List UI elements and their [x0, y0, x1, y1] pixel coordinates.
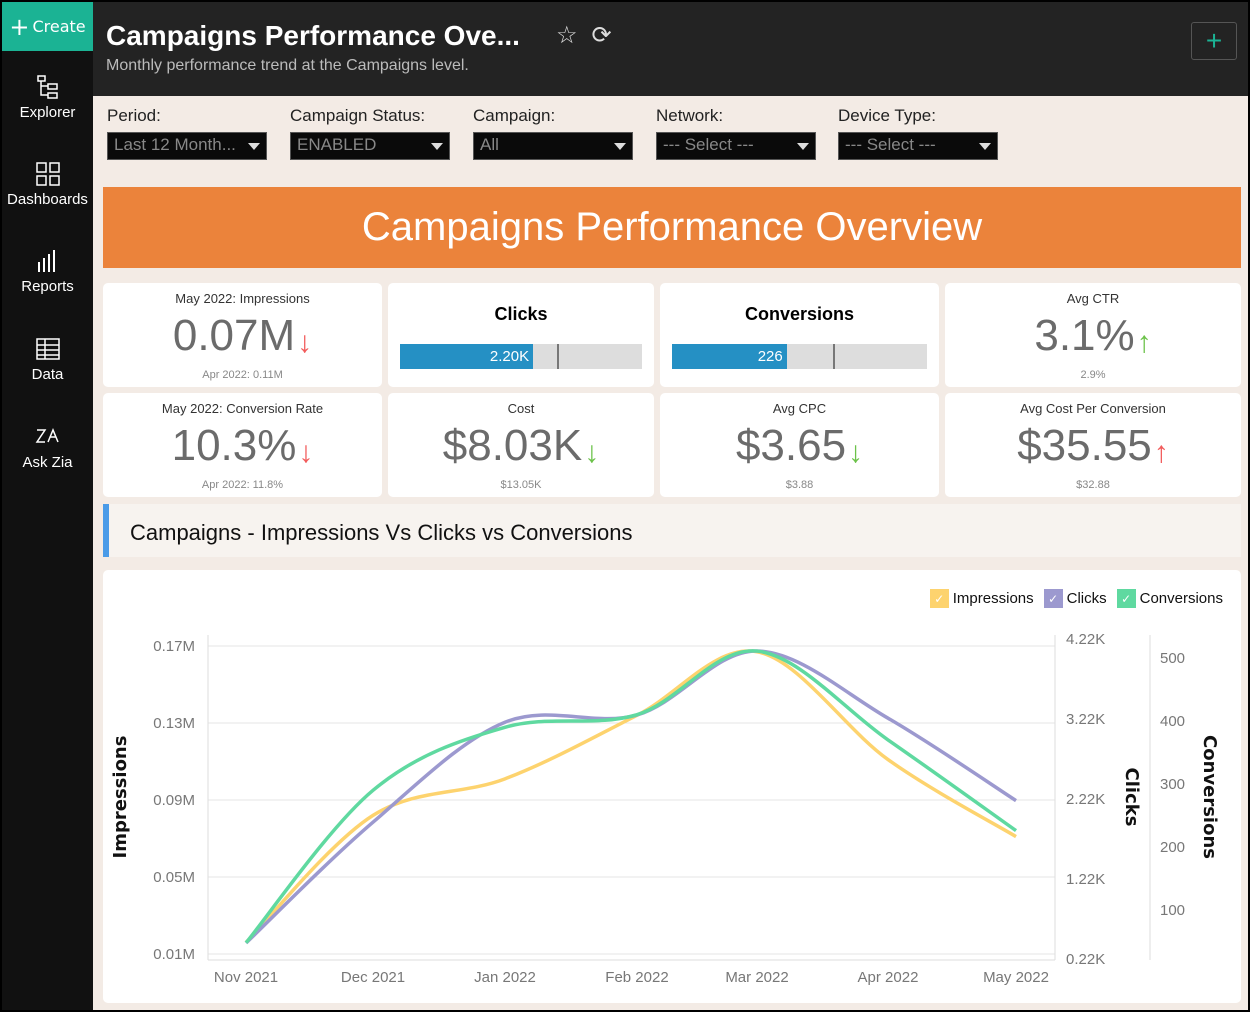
clicks-tick-label: 3.22K [1066, 711, 1105, 728]
page-title: Campaigns Performance Ove... [106, 20, 520, 51]
filter-device-type: Device Type: --- Select --- [838, 106, 998, 160]
clicks-bullet-bar: 2.20K [400, 344, 642, 369]
check-icon: ✓ [929, 589, 949, 608]
kpi-conversion-rate[interactable]: May 2022: Conversion Rate 10.3%↓ Apr 202… [103, 393, 382, 497]
create-button[interactable]: + Create [2, 2, 93, 51]
arrow-down-icon: ↓ [297, 326, 313, 359]
arrow-down-icon: ↓ [848, 436, 864, 469]
reports-icon [37, 250, 55, 272]
refresh-icon[interactable]: ⟳ [591, 22, 612, 49]
clicks-tick-label: 2.22K [1066, 791, 1105, 808]
conversions-axis-title: Conversions [1199, 735, 1220, 859]
kpi-clicks[interactable]: Clicks 2.20K [388, 283, 654, 387]
kpi-conversions[interactable]: Conversions 226 [660, 283, 939, 387]
conversions-tick-label: 300 [1160, 776, 1185, 793]
clicks-tick-label: 1.22K [1066, 871, 1105, 888]
campaign-status-select[interactable]: ENABLED [290, 132, 450, 160]
clicks-tick-label: 0.22K [1066, 951, 1105, 968]
arrow-up-icon: ↑ [1153, 436, 1169, 469]
legend-impressions[interactable]: ✓ Impressions [929, 589, 1034, 608]
arrow-up-icon: ↑ [1136, 326, 1152, 359]
x-tick-label: Nov 2021 [214, 969, 278, 986]
kpi-avg-cpc[interactable]: Avg CPC $3.65↓ $3.88 [660, 393, 939, 497]
sidebar-item-reports[interactable]: Reports [2, 248, 93, 295]
sidebar: + Create Explorer Dashboards Reports Data… [2, 2, 93, 1010]
dropdown-arrow-icon [979, 143, 991, 150]
kpi-avg-cost-per-conversion[interactable]: Avg Cost Per Conversion $35.55↑ $32.88 [945, 393, 1241, 497]
series-line-clicks [244, 649, 1017, 945]
series-line-conversions [244, 649, 1018, 944]
conversions-tick-label: 200 [1160, 839, 1185, 856]
filter-campaign-status: Campaign Status: ENABLED [290, 106, 450, 160]
line-chart: 0.01M 0.05M 0.09M 0.13M 0.17M 0.22K 1.22K 2.22K… [103, 570, 1241, 1003]
x-tick-label: Jan 2022 [474, 969, 536, 986]
chart-legend: ✓ Impressions ✓ Clicks ✓ Conversions [929, 589, 1223, 608]
data-table-icon [35, 338, 60, 360]
section-title: Campaigns - Impressions Vs Clicks vs Con… [103, 504, 1241, 557]
y-tick-label: 0.09M [153, 792, 195, 809]
chart-svg: 0.01M 0.05M 0.09M 0.13M 0.17M 0.22K 1.22K 2.22K… [110, 631, 1220, 986]
title-row: Campaigns Performance Ove... ☆ ⟳ [106, 18, 612, 54]
dropdown-arrow-icon [614, 143, 626, 150]
dropdown-arrow-icon [431, 143, 443, 150]
sidebar-item-ask-zia[interactable]: Ask Zia [2, 424, 93, 471]
sidebar-item-dashboards[interactable]: Dashboards [2, 161, 93, 208]
filter-period: Period: Last 12 Month... [107, 106, 267, 160]
plus-icon: + [9, 12, 30, 41]
dashboards-icon [35, 162, 60, 186]
conversions-bullet-bar: 226 [672, 344, 927, 369]
conversions-tick-label: 400 [1160, 713, 1185, 730]
period-select[interactable]: Last 12 Month... [107, 132, 267, 160]
series-line-impressions [244, 649, 1017, 944]
filter-network: Network: --- Select --- [656, 106, 816, 160]
x-tick-label: Apr 2022 [858, 969, 919, 986]
kpi-avg-ctr[interactable]: Avg CTR 3.1%↑ 2.9% [945, 283, 1241, 387]
add-button[interactable]: + [1191, 22, 1237, 60]
arrow-down-icon: ↓ [298, 436, 314, 469]
legend-clicks[interactable]: ✓ Clicks [1043, 589, 1107, 608]
y-tick-label: 0.13M [153, 715, 195, 732]
sidebar-item-explorer[interactable]: Explorer [2, 74, 93, 121]
sidebar-item-data[interactable]: Data [2, 336, 93, 383]
conversions-tick-label: 500 [1160, 650, 1185, 667]
x-tick-label: Feb 2022 [605, 969, 668, 986]
zia-icon [35, 428, 59, 443]
y-tick-label: 0.05M [153, 869, 195, 886]
legend-conversions[interactable]: ✓ Conversions [1116, 589, 1223, 608]
page-subtitle: Monthly performance trend at the Campaig… [106, 57, 469, 74]
kpi-impressions[interactable]: May 2022: Impressions 0.07M↓ Apr 2022: 0… [103, 283, 382, 387]
device-type-select[interactable]: --- Select --- [838, 132, 998, 160]
x-tick-label: May 2022 [983, 969, 1049, 986]
arrow-down-icon: ↓ [584, 436, 600, 469]
campaign-select[interactable]: All [473, 132, 633, 160]
check-icon: ✓ [1043, 589, 1063, 608]
filter-campaign: Campaign: All [473, 106, 633, 160]
y-tick-label: 0.17M [153, 638, 195, 655]
explorer-icon [36, 75, 58, 99]
x-tick-label: Dec 2021 [341, 969, 405, 986]
header: Campaigns Performance Ove... ☆ ⟳ Monthly… [93, 2, 1248, 96]
y-axis-title: Impressions [110, 736, 131, 859]
dropdown-arrow-icon [248, 143, 260, 150]
clicks-axis-title: Clicks [1121, 768, 1142, 827]
plus-icon: + [1205, 25, 1223, 56]
star-icon[interactable]: ☆ [555, 22, 578, 49]
clicks-tick-label: 4.22K [1066, 631, 1105, 648]
y-tick-label: 0.01M [153, 946, 195, 963]
check-icon: ✓ [1116, 589, 1136, 608]
dropdown-arrow-icon [797, 143, 809, 150]
kpi-cost[interactable]: Cost $8.03K↓ $13.05K [388, 393, 654, 497]
conversions-tick-label: 100 [1160, 902, 1185, 919]
dashboard-banner: Campaigns Performance Overview [103, 187, 1241, 268]
x-tick-label: Mar 2022 [725, 969, 788, 986]
network-select[interactable]: --- Select --- [656, 132, 816, 160]
